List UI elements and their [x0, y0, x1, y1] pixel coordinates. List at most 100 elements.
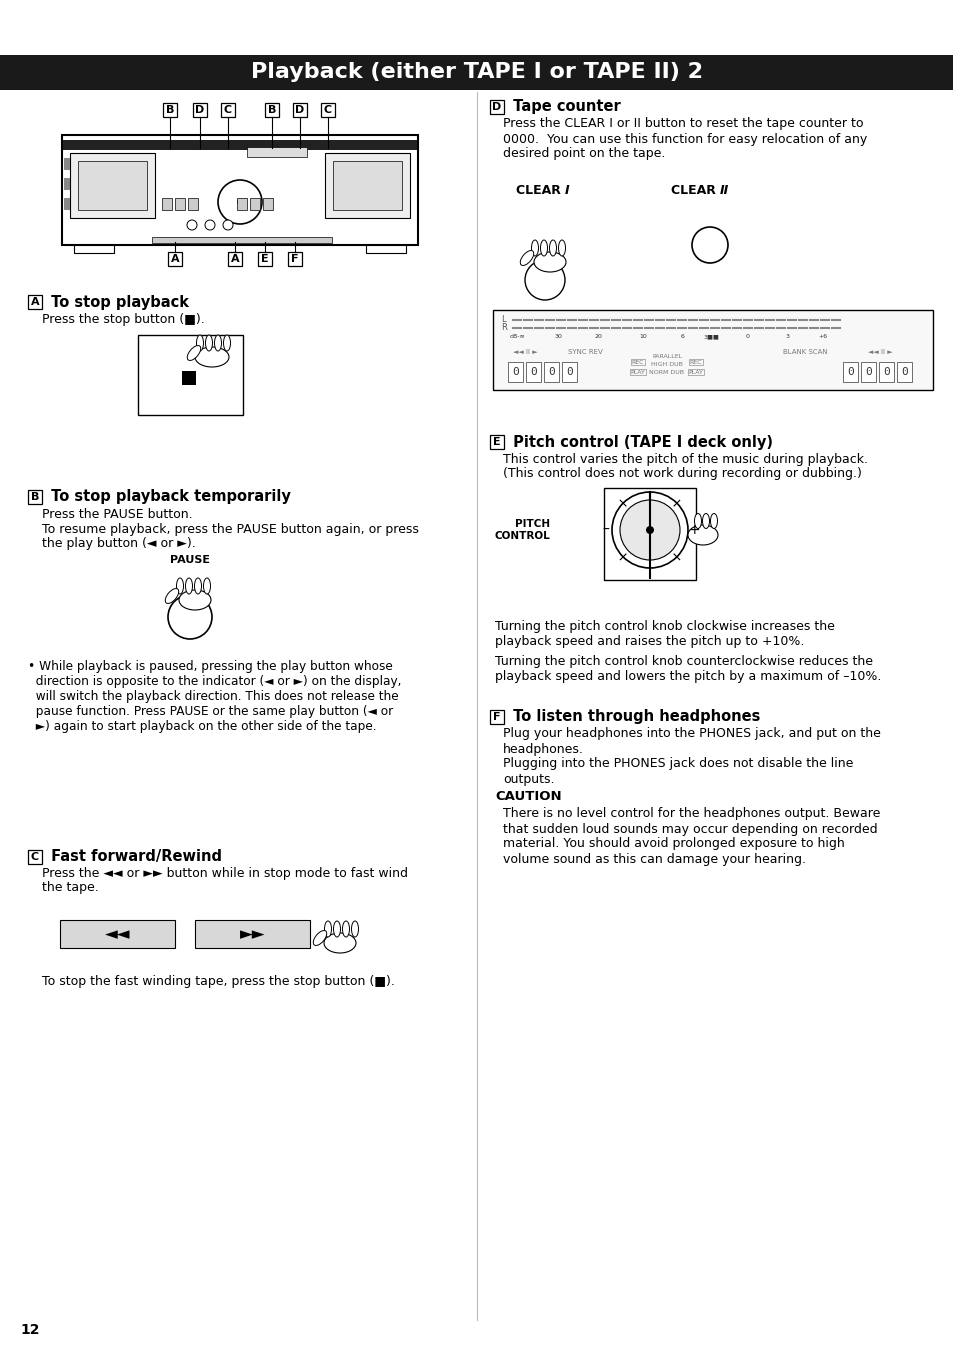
- Bar: [174, 198, 185, 210]
- Bar: [28, 850, 42, 863]
- Ellipse shape: [194, 577, 201, 594]
- Text: F: F: [493, 712, 500, 722]
- Text: outputs.: outputs.: [502, 773, 554, 785]
- Text: +6: +6: [818, 335, 826, 339]
- Ellipse shape: [194, 347, 229, 367]
- Text: 0: 0: [512, 367, 518, 376]
- Text: ◄◄ II ►: ◄◄ II ►: [867, 349, 892, 355]
- Text: 0: 0: [901, 367, 907, 376]
- Text: B: B: [268, 105, 276, 115]
- Text: 3■■: 3■■: [702, 335, 719, 339]
- Text: REC: REC: [631, 359, 643, 364]
- Text: I: I: [564, 183, 569, 197]
- Text: HIGH DUB: HIGH DUB: [650, 362, 682, 367]
- Text: L: L: [500, 316, 505, 325]
- Bar: [561, 362, 577, 382]
- Text: B: B: [30, 492, 39, 502]
- Text: E: E: [493, 437, 500, 447]
- Ellipse shape: [176, 577, 183, 594]
- Circle shape: [691, 227, 727, 263]
- Ellipse shape: [196, 335, 203, 351]
- Bar: [28, 295, 42, 309]
- Text: E: E: [261, 254, 269, 264]
- Bar: [490, 434, 503, 449]
- Text: D: D: [492, 103, 501, 112]
- Text: 12: 12: [20, 1323, 39, 1337]
- Text: will switch the playback direction. This does not release the: will switch the playback direction. This…: [28, 689, 398, 703]
- Bar: [507, 362, 522, 382]
- Ellipse shape: [185, 577, 193, 594]
- Circle shape: [619, 500, 679, 560]
- Text: +: +: [687, 523, 700, 537]
- Text: volume sound as this can damage your hearing.: volume sound as this can damage your hea…: [502, 853, 805, 866]
- Ellipse shape: [710, 514, 717, 529]
- Text: ◄◄ II ►: ◄◄ II ►: [513, 349, 537, 355]
- Text: PAUSE: PAUSE: [170, 554, 210, 565]
- Text: that sudden loud sounds may occur depending on recorded: that sudden loud sounds may occur depend…: [502, 823, 877, 835]
- Bar: [64, 198, 70, 210]
- Ellipse shape: [687, 525, 718, 545]
- Text: dB-∞: dB-∞: [510, 335, 525, 339]
- Text: 3: 3: [785, 335, 789, 339]
- Text: PITCH
CONTROL: PITCH CONTROL: [494, 519, 550, 541]
- Bar: [878, 362, 893, 382]
- Bar: [188, 198, 198, 210]
- Text: Turning the pitch control knob clockwise increases the: Turning the pitch control knob clockwise…: [495, 621, 834, 633]
- Circle shape: [223, 220, 233, 229]
- Text: Pitch control (TAPE I deck only): Pitch control (TAPE I deck only): [507, 434, 772, 449]
- Text: ◄◄: ◄◄: [105, 925, 131, 943]
- Bar: [168, 252, 182, 266]
- Text: A: A: [30, 297, 39, 308]
- Text: C: C: [30, 853, 39, 862]
- Text: A: A: [171, 254, 179, 264]
- Ellipse shape: [165, 588, 178, 603]
- Text: REC: REC: [689, 359, 701, 364]
- Circle shape: [218, 179, 262, 224]
- Text: 0: 0: [882, 367, 889, 376]
- Ellipse shape: [203, 577, 211, 594]
- Bar: [236, 198, 247, 210]
- Text: D: D: [195, 105, 204, 115]
- Text: Press the stop button (■).: Press the stop button (■).: [42, 313, 205, 325]
- Bar: [221, 103, 234, 117]
- Bar: [288, 252, 302, 266]
- Text: 0: 0: [548, 367, 555, 376]
- Bar: [62, 135, 417, 246]
- Text: 10: 10: [639, 335, 646, 339]
- Bar: [333, 161, 401, 210]
- Bar: [250, 198, 260, 210]
- Bar: [163, 103, 177, 117]
- Ellipse shape: [540, 240, 547, 256]
- Text: 0000.  You can use this function for easy relocation of any: 0000. You can use this function for easy…: [502, 132, 866, 146]
- Bar: [70, 152, 154, 219]
- Ellipse shape: [214, 335, 221, 351]
- Text: 0: 0: [565, 367, 572, 376]
- Text: 20: 20: [594, 335, 601, 339]
- Text: the tape.: the tape.: [42, 881, 99, 894]
- Ellipse shape: [351, 921, 358, 938]
- Ellipse shape: [694, 514, 700, 529]
- Bar: [525, 362, 540, 382]
- Bar: [325, 152, 410, 219]
- Bar: [896, 362, 911, 382]
- Text: desired point on the tape.: desired point on the tape.: [502, 147, 664, 161]
- Text: C: C: [224, 105, 232, 115]
- Bar: [138, 335, 243, 415]
- Ellipse shape: [324, 921, 331, 938]
- Text: 0: 0: [846, 367, 853, 376]
- Bar: [842, 362, 857, 382]
- Text: the play button (◄ or ►).: the play button (◄ or ►).: [42, 537, 195, 550]
- Bar: [64, 158, 70, 170]
- Bar: [63, 140, 416, 150]
- Bar: [28, 490, 42, 505]
- Text: direction is opposite to the indicator (◄ or ►) on the display,: direction is opposite to the indicator (…: [28, 674, 401, 688]
- Bar: [490, 710, 503, 724]
- Text: R: R: [500, 324, 506, 332]
- Text: To resume playback, press the PAUSE button again, or press: To resume playback, press the PAUSE butt…: [42, 523, 418, 537]
- Bar: [0, 55, 953, 90]
- Text: BLANK SCAN: BLANK SCAN: [782, 349, 827, 355]
- Text: Plug your headphones into the PHONES jack, and put on the: Plug your headphones into the PHONES jac…: [502, 727, 880, 741]
- Text: pause function. Press PAUSE or the same play button (◄ or: pause function. Press PAUSE or the same …: [28, 706, 393, 718]
- Text: SYNC REV: SYNC REV: [567, 349, 602, 355]
- Bar: [64, 178, 70, 190]
